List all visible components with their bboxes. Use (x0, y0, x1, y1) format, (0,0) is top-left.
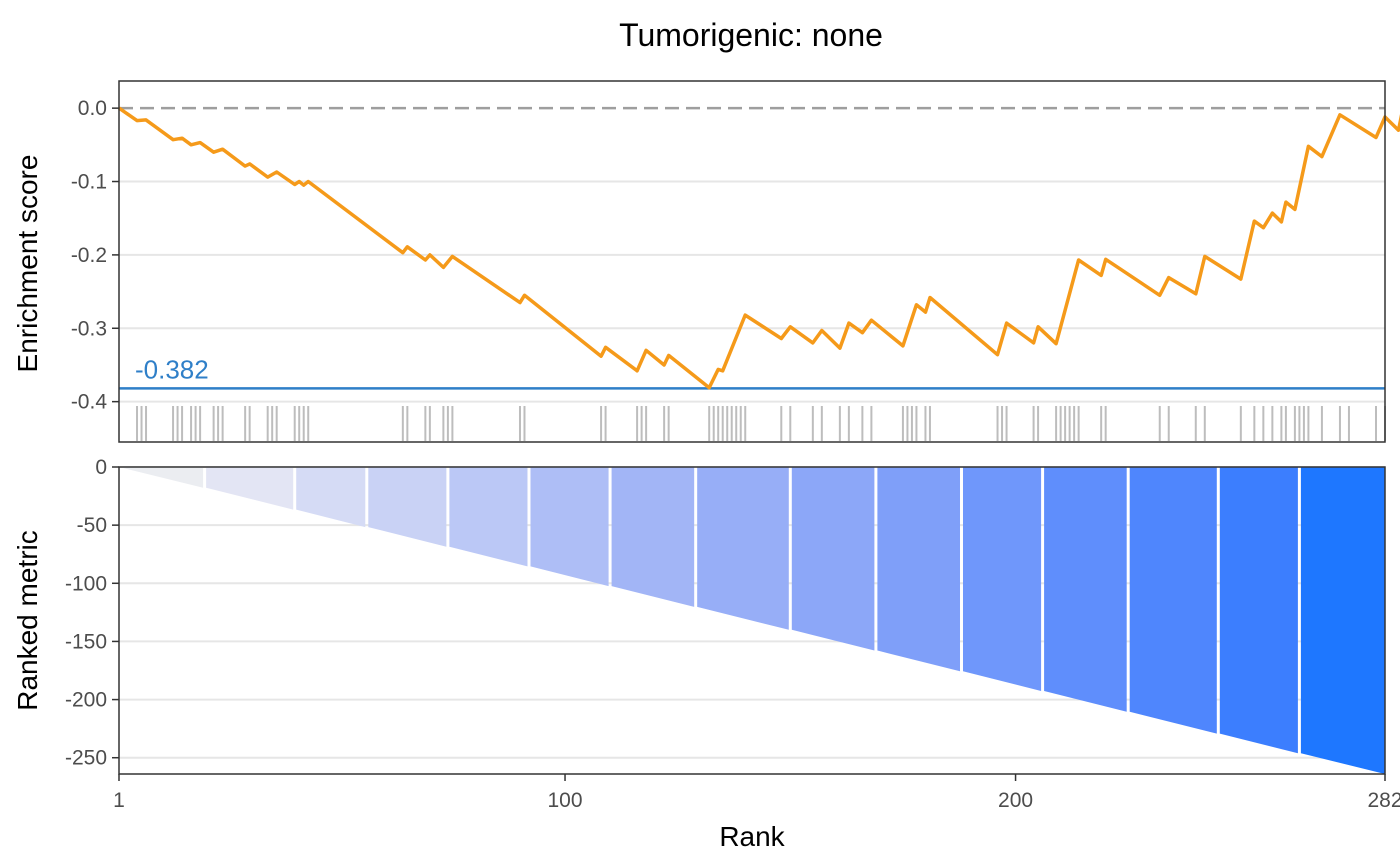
ranked-metric-band (449, 467, 528, 567)
top-panel-border (118, 80, 1386, 443)
ranked-metric-band (1219, 467, 1298, 754)
ranked-metric-band (611, 467, 695, 607)
x-tick-label: 1 (113, 789, 125, 812)
bottom-y-tick-label: -250 (65, 747, 107, 770)
bottom-y-tick-label: -100 (65, 572, 107, 595)
bottom-y-tick-label: -150 (65, 630, 107, 653)
enrichment-score-panel: -0.382 0.0 -0.1 -0.2 -0.3 -0.4 Enrichment sc… (12, 80, 1400, 443)
top-y-tick-label: -0.2 (71, 244, 107, 267)
min-enrichment-label: -0.382 (135, 354, 209, 384)
bottom-y-tick-label: 0 (95, 456, 107, 479)
x-tick-label: 200 (998, 789, 1033, 812)
top-y-tick-label: 0.0 (78, 97, 107, 120)
top-y-axis: 0.0 -0.1 -0.2 -0.3 -0.4 (71, 97, 119, 414)
ranked-metric-band (1129, 467, 1217, 734)
ranked-metric-band (206, 467, 294, 510)
top-y-tick-label: -0.4 (71, 391, 108, 414)
chart-title: Tumorigenic: none (619, 17, 883, 53)
x-axis: 1 100 200 282 (113, 774, 1400, 812)
ranked-metric-band (1300, 467, 1385, 774)
top-y-tick-label: -0.1 (71, 171, 107, 194)
gene-hit-marks (136, 406, 1386, 441)
ranked-metric-band (791, 467, 875, 651)
ranked-metric-band (1044, 467, 1127, 712)
y-axis-title-enrichment: Enrichment score (12, 155, 43, 373)
ranked-metric-bands (119, 467, 1385, 774)
ranked-metric-band (962, 467, 1042, 691)
ranked-metric-band (296, 467, 366, 528)
x-tick-label: 100 (548, 789, 583, 812)
ranked-metric-band (697, 467, 789, 630)
x-axis-title: Rank (719, 821, 785, 852)
bottom-y-axis: 0 -50 -100 -150 -200 -250 (65, 456, 119, 770)
ranked-metric-panel: 0 -50 -100 -150 -200 -250 1 100 200 282 Ranked m… (12, 456, 1400, 852)
ranked-metric-band (119, 467, 204, 488)
ranked-metric-band (877, 467, 960, 672)
y-axis-title-ranked: Ranked metric (12, 530, 43, 711)
top-y-tick-label: -0.3 (71, 317, 107, 340)
x-tick-label: 282 (1367, 789, 1400, 812)
bottom-panel-border (118, 466, 1386, 775)
top-gridlines (119, 180, 1385, 403)
bottom-y-tick-label: -50 (77, 514, 107, 537)
ranked-metric-band (368, 467, 447, 547)
bottom-y-tick-label: -200 (65, 689, 107, 712)
running-enrichment-line (118, 106, 1400, 390)
ranked-metric-band (530, 467, 609, 587)
